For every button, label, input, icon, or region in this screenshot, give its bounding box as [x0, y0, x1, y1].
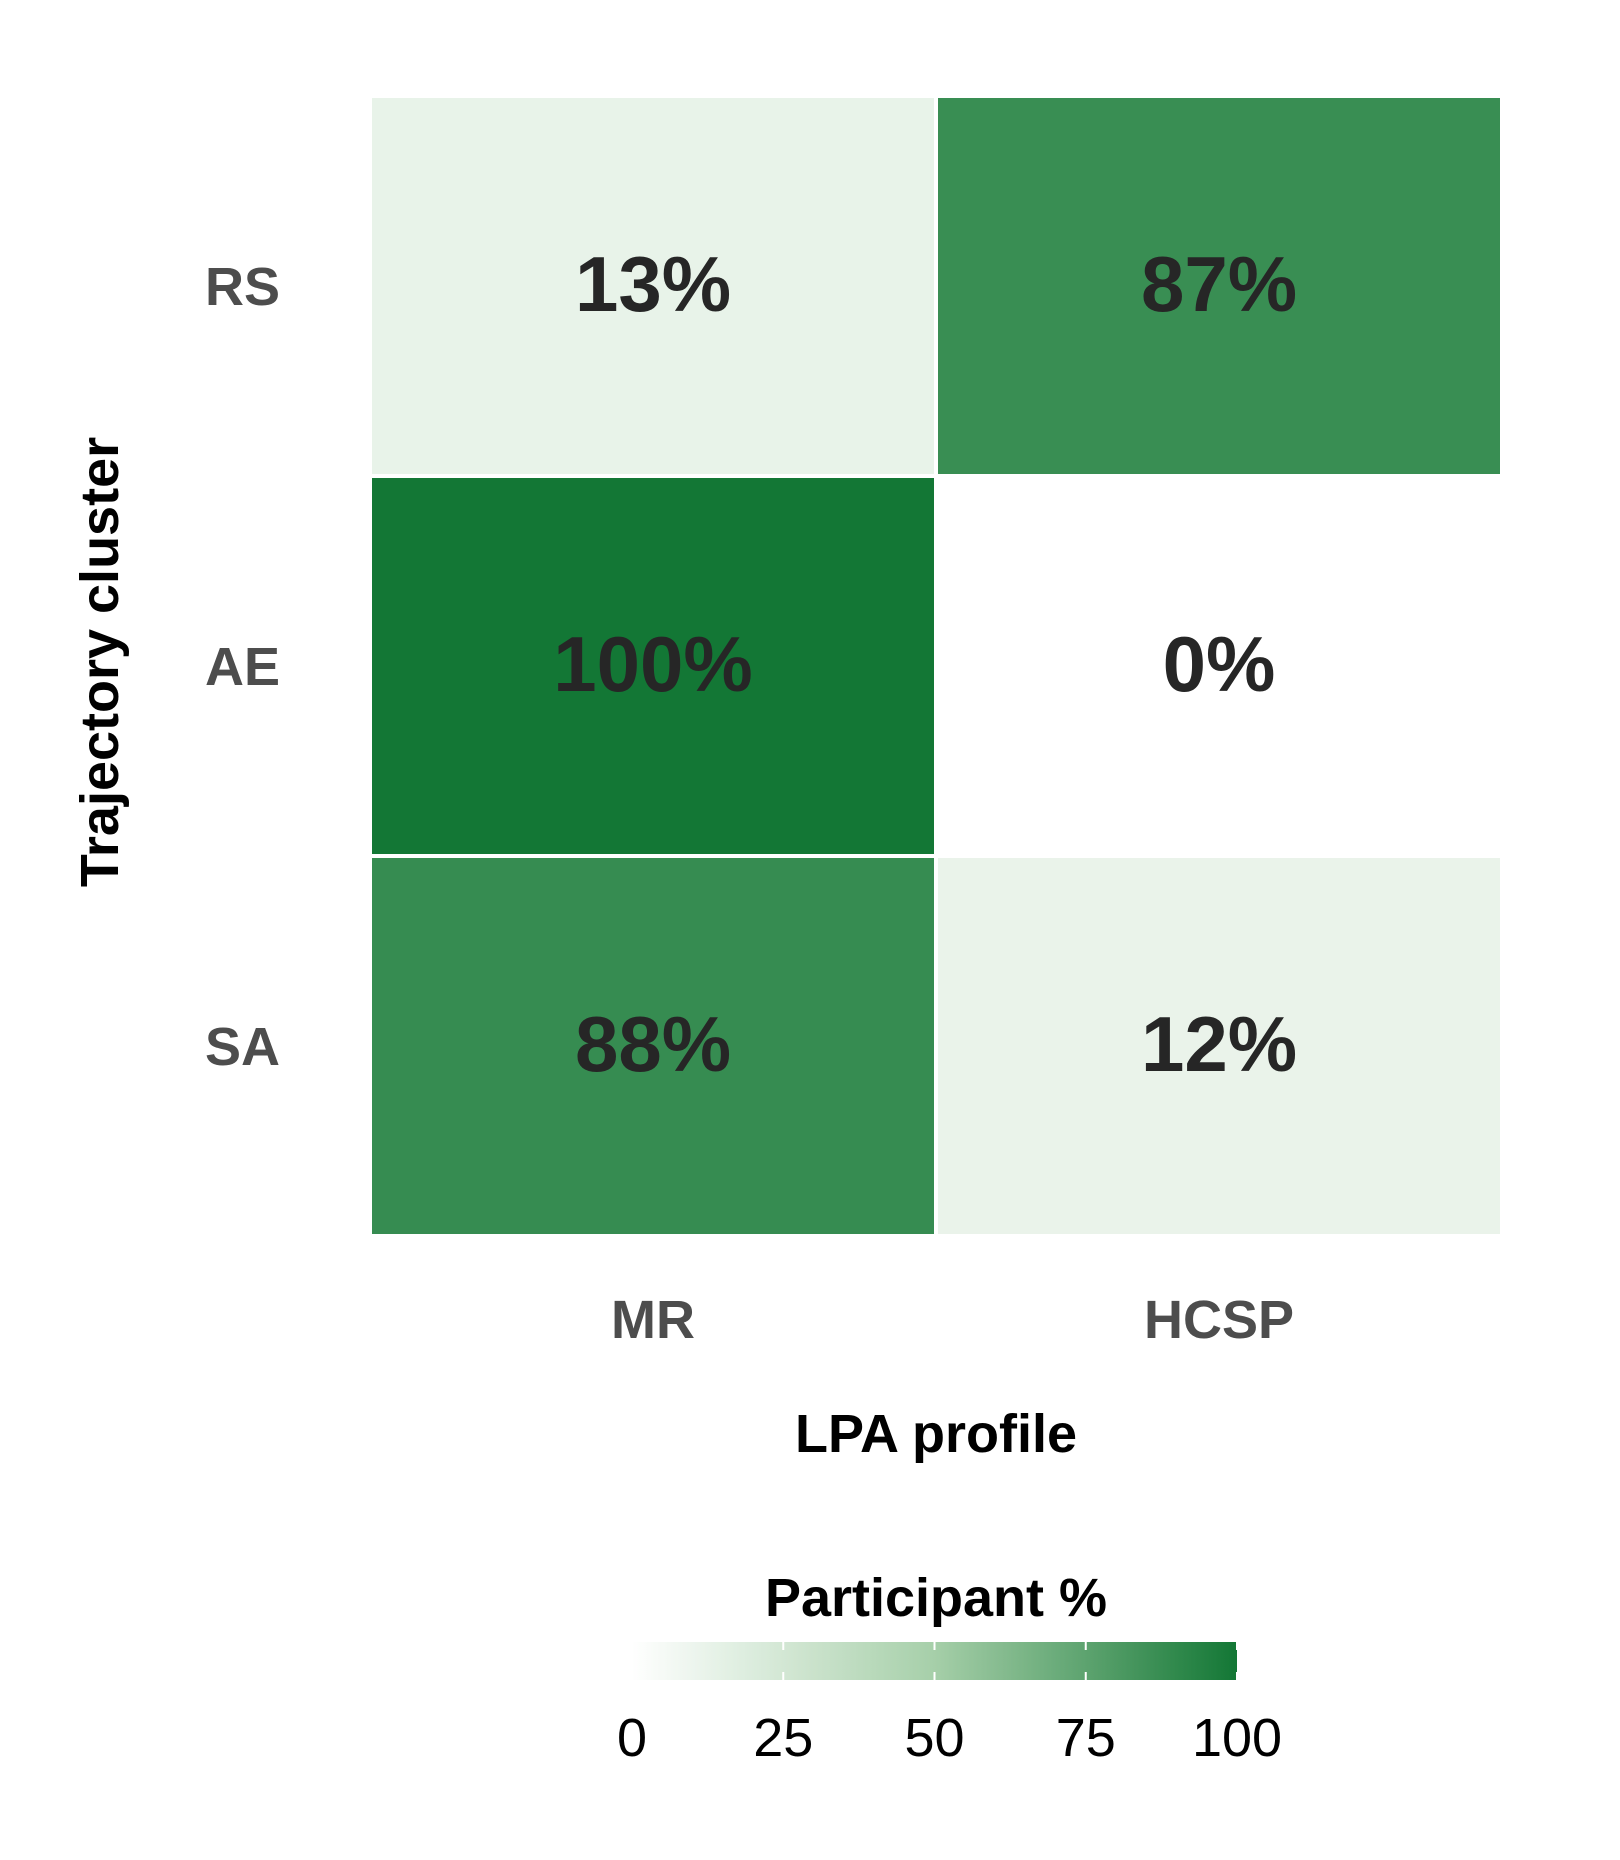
cell-value-label: 12% — [1141, 1000, 1297, 1088]
legend-tick-label: 25 — [753, 1708, 813, 1768]
color-legend: Participant % 0 25 50 75 100 — [617, 1568, 1282, 1768]
heatmap-cell-sa-mr — [372, 858, 934, 1234]
heatmap-cell-ae-hcsp — [938, 478, 1500, 854]
heatmap-cell-ae-mr — [372, 478, 934, 854]
y-tick-label: AE — [205, 637, 280, 697]
y-tick-label: RS — [205, 257, 280, 317]
y-tick-label: SA — [205, 1017, 280, 1077]
x-axis-title: LPA profile — [795, 1404, 1077, 1464]
legend-tick-label: 0 — [617, 1708, 647, 1768]
x-tick-label: MR — [611, 1290, 695, 1350]
cell-value-label: 0% — [1163, 620, 1276, 708]
legend-tick-label: 75 — [1056, 1708, 1116, 1768]
cell-value-label: 100% — [553, 620, 753, 708]
cell-value-label: 87% — [1141, 240, 1297, 328]
heatmap-cell-sa-hcsp — [938, 858, 1500, 1234]
heatmap-cell-rs-mr — [372, 98, 934, 474]
y-axis-title: Trajectory cluster — [70, 437, 130, 887]
legend-title: Participant % — [765, 1568, 1107, 1628]
heatmap-cell-rs-hcsp — [938, 98, 1500, 474]
legend-tick-label: 100 — [1192, 1708, 1282, 1768]
cell-value-label: 13% — [575, 240, 731, 328]
cell-value-label: 88% — [575, 1000, 731, 1088]
legend-tick-label: 50 — [904, 1708, 964, 1768]
x-tick-label: HCSP — [1144, 1290, 1294, 1350]
